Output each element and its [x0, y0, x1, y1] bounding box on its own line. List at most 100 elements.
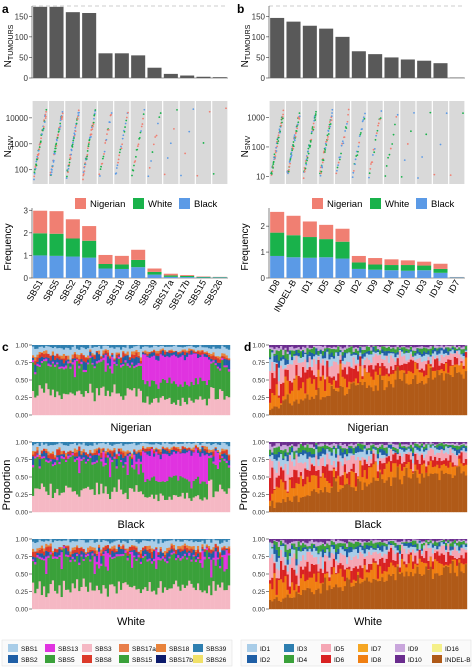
segment-SBS5: [135, 366, 138, 397]
segment-ID8: [396, 466, 399, 468]
segment-ID10: [423, 345, 426, 347]
segment-ID4: [365, 346, 369, 352]
segment-ID6: [271, 577, 274, 590]
segment-SBS39: [137, 442, 140, 445]
segment-ID1: [405, 449, 408, 454]
segment-ID6: [271, 467, 274, 494]
segment-SBS1: [62, 444, 66, 451]
segment-SBS5: [133, 469, 136, 492]
segment-ID2: [302, 350, 305, 357]
segment-ID10: [328, 345, 331, 347]
data-point: [288, 168, 290, 171]
segment-ID2: [385, 453, 388, 457]
segment-ID10: [310, 442, 314, 445]
segment-INDEL-B: [403, 372, 406, 416]
segment-ID1: [464, 350, 468, 352]
segment-INDEL-B: [337, 391, 340, 416]
segment-SBS5: [210, 577, 213, 596]
segment-ID6: [458, 455, 461, 459]
segment-SBS18: [84, 551, 88, 554]
data-point: [277, 134, 280, 137]
segment-ID4: [288, 350, 292, 352]
bar-white-SBS17b: [180, 275, 195, 278]
segment-SBS3: [76, 391, 79, 416]
segment-SBS13: [38, 466, 41, 469]
segment-ID6: [374, 365, 377, 372]
segment-ID10: [277, 345, 281, 349]
segment-SBS5: [38, 558, 41, 582]
segment-ID8: [354, 486, 358, 491]
segment-SBS2: [32, 556, 35, 560]
segment-ID4: [458, 446, 461, 450]
segment-SBS39: [95, 345, 99, 347]
segment-SBS13: [172, 451, 176, 476]
segment-INDEL-B: [394, 477, 397, 513]
segment-ID8: [412, 472, 415, 474]
segment-ID4: [321, 350, 325, 356]
segment-INDEL-B: [387, 380, 391, 416]
segment-SBS13: [104, 550, 107, 567]
segment-ID5: [330, 552, 333, 567]
segment-ID1: [451, 449, 454, 454]
segment-SBS2: [45, 452, 48, 460]
y-tick-label: 0: [24, 274, 29, 283]
segment-SBS8: [102, 448, 105, 451]
segment-SBS3: [144, 496, 147, 513]
segment-SBS39: [111, 345, 114, 348]
data-point: [329, 125, 332, 128]
segment-SBS13: [49, 459, 52, 462]
segment-ID6: [431, 460, 435, 468]
segment-ID4: [383, 447, 386, 451]
segment-SBS13: [175, 356, 178, 385]
segment-ID8: [363, 469, 366, 483]
segment-SBS3: [89, 489, 92, 513]
segment-ID10: [332, 345, 336, 347]
segment-SBS5: [216, 468, 220, 492]
segment-SBS5: [164, 481, 167, 500]
segment-SBS13: [34, 371, 37, 375]
segment-SBS1: [91, 445, 94, 453]
segment-SBS5: [192, 556, 195, 588]
segment-INDEL-B: [310, 490, 314, 513]
segment-ID5: [295, 454, 298, 471]
segment-SBS39: [117, 345, 121, 348]
segment-INDEL-B: [456, 467, 459, 513]
proportion-panels: 0.000.250.500.751.00Nigerian0.000.250.50…: [1, 343, 468, 628]
segment-SBS2: [135, 453, 138, 462]
segment-SBS39: [40, 345, 44, 347]
segment-ID9: [315, 541, 318, 547]
segment-ID6: [376, 362, 380, 375]
segment-ID9: [394, 346, 397, 350]
segment-SBS1: [115, 540, 118, 549]
segment-INDEL-B: [403, 475, 406, 513]
segment-SBS13: [93, 556, 96, 574]
segment-ID10: [405, 345, 408, 348]
data-point: [313, 126, 315, 129]
segment-SBS5: [175, 383, 178, 405]
segment-SBS5: [32, 362, 35, 391]
segment-SBS3: [153, 398, 156, 416]
segment-ID6: [387, 373, 391, 377]
segment-SBS2: [80, 455, 83, 459]
segment-SBS13: [179, 557, 182, 561]
segment-ID5: [429, 448, 432, 457]
segment-SBS5: [131, 467, 134, 489]
segment-INDEL-B: [282, 598, 285, 610]
segment-INDEL-B: [370, 387, 373, 416]
segment-INDEL-B: [368, 385, 371, 416]
segment-ID5: [275, 472, 278, 478]
segment-SBS13: [223, 458, 226, 461]
segment-ID4: [387, 346, 391, 351]
segment-SBS1: [199, 444, 202, 450]
segment-ID4: [401, 446, 404, 448]
segment-SBS8: [34, 451, 37, 457]
segment-SBS5: [170, 477, 173, 500]
segment-SBS8: [183, 351, 187, 356]
segment-SBS1: [34, 348, 37, 358]
segment-ID1: [269, 542, 272, 558]
segment-ID4: [332, 445, 336, 448]
data-point: [314, 116, 316, 119]
data-point: [449, 174, 452, 177]
segment-ID4: [460, 349, 463, 354]
segment-SBS13: [175, 453, 178, 476]
